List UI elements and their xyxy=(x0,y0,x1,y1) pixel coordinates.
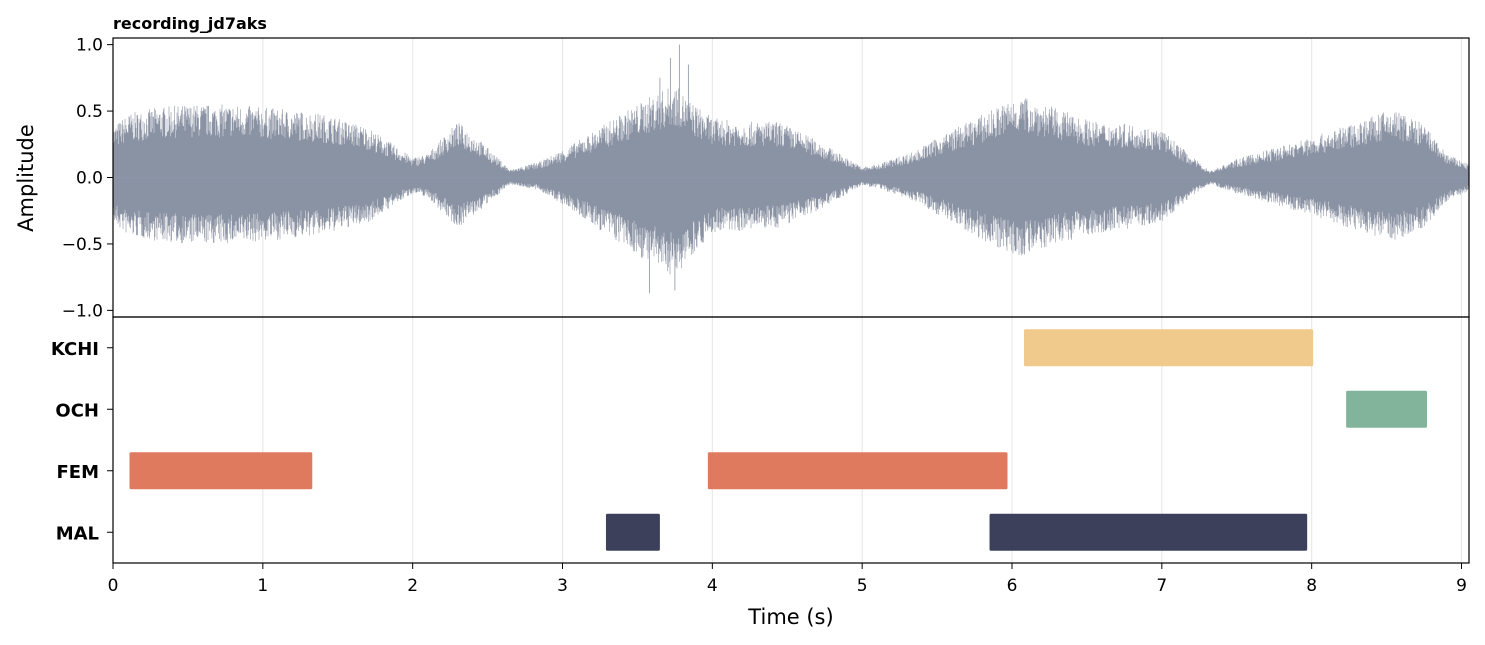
x-axis-label: Time (s) xyxy=(747,605,833,629)
axis-ticks: 1.0 0.5 0.0 −0.5 −1.0 KCHI OCH FEM MAL 0 1 2 3 4 5 6 7 8 9 xyxy=(51,36,1467,596)
x-tick-label: 9 xyxy=(1456,576,1467,596)
row-label-och: OCH xyxy=(55,400,99,421)
waveform-line xyxy=(112,88,1470,275)
segment-fem-2 xyxy=(129,452,313,490)
y-tick-label: −1.0 xyxy=(62,301,103,321)
x-tick-label: 2 xyxy=(407,576,418,596)
segment-mal-5 xyxy=(989,513,1308,551)
segment-mal-4 xyxy=(605,513,660,551)
chart-title: recording_jd7aks xyxy=(113,14,267,33)
y-tick-label: 1.0 xyxy=(76,36,103,56)
x-tick-label: 5 xyxy=(857,576,868,596)
segment-kchi-0 xyxy=(1023,329,1314,367)
row-label-kchi: KCHI xyxy=(51,339,99,360)
x-tick-label: 3 xyxy=(557,576,568,596)
x-tick-label: 7 xyxy=(1156,576,1167,596)
row-label-mal: MAL xyxy=(56,523,99,544)
x-tick-label: 8 xyxy=(1306,576,1317,596)
y-tick-label: −0.5 xyxy=(62,235,103,255)
x-tick-label: 4 xyxy=(707,576,718,596)
x-tick-label: 0 xyxy=(108,576,119,596)
x-tick-label: 6 xyxy=(1007,576,1018,596)
waveform-panel xyxy=(112,44,1470,294)
speaker-timeline-panel xyxy=(129,329,1428,551)
y-axis-label: Amplitude xyxy=(14,124,38,232)
segment-och-1 xyxy=(1346,390,1428,428)
y-tick-label: 0.0 xyxy=(76,169,103,189)
timeline-axes-frame xyxy=(112,316,1470,564)
y-tick-label: 0.5 xyxy=(76,102,103,122)
row-label-fem: FEM xyxy=(56,462,99,483)
segment-fem-3 xyxy=(707,452,1008,490)
x-tick-label: 1 xyxy=(257,576,268,596)
